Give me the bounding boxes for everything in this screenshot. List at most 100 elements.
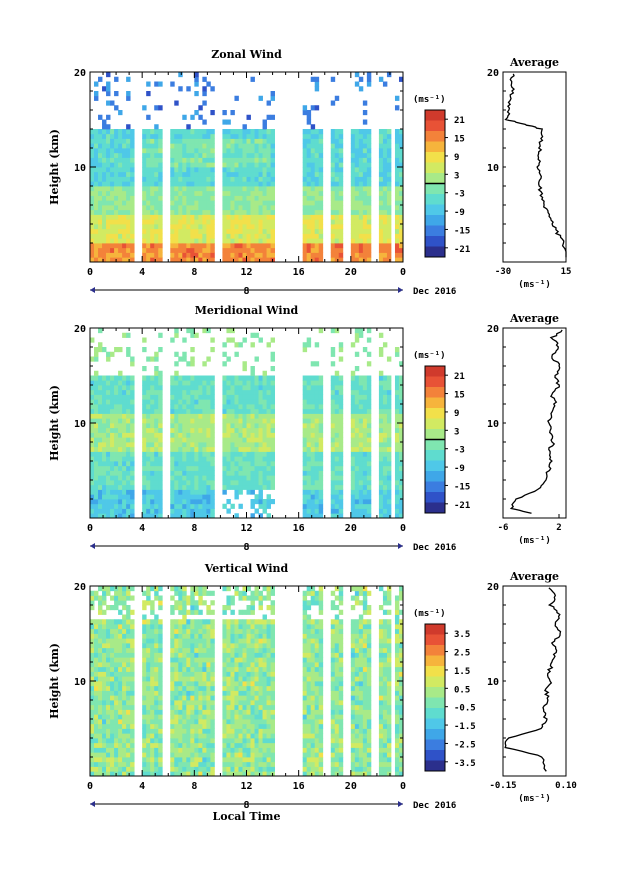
heatmap-cell bbox=[110, 152, 115, 158]
heatmap-cell bbox=[202, 427, 207, 433]
heatmap-cell bbox=[130, 719, 135, 725]
heatmap-cell bbox=[206, 666, 211, 672]
heatmap-cell bbox=[230, 404, 235, 410]
heatmap-cell bbox=[210, 513, 215, 519]
heatmap-cell bbox=[90, 389, 95, 395]
heatmap-cell bbox=[186, 704, 191, 710]
heatmap-cell bbox=[238, 394, 243, 400]
heatmap-cell bbox=[306, 219, 312, 225]
heatmap-cell bbox=[262, 119, 267, 125]
heatmap-cell bbox=[178, 714, 183, 720]
heatmap-cell bbox=[262, 423, 267, 429]
heatmap-cell bbox=[186, 404, 191, 410]
heatmap-cell bbox=[254, 133, 259, 139]
heatmap-cell bbox=[242, 437, 247, 443]
heatmap-cell bbox=[90, 643, 95, 649]
heatmap-cell bbox=[94, 394, 99, 400]
heatmap-cell bbox=[306, 176, 312, 182]
heatmap-cell bbox=[154, 200, 159, 206]
heatmap-cell bbox=[114, 451, 119, 457]
heatmap-cell bbox=[198, 138, 203, 144]
heatmap-cell bbox=[94, 451, 99, 457]
heatmap-cell bbox=[318, 138, 324, 144]
y-tick-label: 10 bbox=[74, 419, 86, 430]
heatmap-cell bbox=[122, 442, 127, 448]
heatmap-cell bbox=[362, 100, 368, 106]
heatmap-cell bbox=[182, 586, 187, 592]
heatmap-cell bbox=[314, 513, 320, 519]
heatmap-cell bbox=[170, 143, 175, 149]
heatmap-cell bbox=[126, 676, 131, 682]
heatmap-cell bbox=[186, 508, 191, 514]
heatmap-cell bbox=[206, 738, 211, 744]
heatmap-cell bbox=[122, 771, 127, 777]
heatmap-cell bbox=[234, 451, 239, 457]
heatmap-cell bbox=[102, 723, 107, 729]
heatmap-cell bbox=[122, 437, 127, 443]
heatmap-cell bbox=[222, 214, 227, 220]
heatmap-cell bbox=[386, 200, 392, 206]
heatmap-cell bbox=[366, 499, 372, 505]
heatmap-cell bbox=[102, 475, 107, 481]
heatmap-cell bbox=[302, 176, 308, 182]
heatmap-cell bbox=[170, 475, 175, 481]
heatmap-cell bbox=[226, 480, 231, 486]
heatmap-cell bbox=[210, 228, 215, 234]
heatmap-cell bbox=[366, 503, 372, 509]
heatmap-cell bbox=[158, 624, 163, 630]
heatmap-cell bbox=[154, 671, 159, 677]
heatmap-cell bbox=[90, 499, 95, 505]
heatmap-cell bbox=[94, 162, 99, 168]
heatmap-cell bbox=[378, 389, 384, 395]
heatmap-cell bbox=[98, 214, 103, 220]
heatmap-cell bbox=[110, 247, 115, 253]
heatmap-cell bbox=[94, 590, 99, 596]
heatmap-cell bbox=[146, 619, 151, 625]
heatmap-cell bbox=[170, 742, 175, 748]
heatmap-cell bbox=[330, 385, 336, 391]
heatmap-cell bbox=[194, 475, 199, 481]
heatmap-cell bbox=[174, 247, 179, 253]
heatmap-cell bbox=[170, 480, 175, 486]
heatmap-cell bbox=[210, 484, 215, 490]
heatmap-cell bbox=[114, 143, 119, 149]
heatmap-cell bbox=[266, 238, 271, 244]
heatmap-cell bbox=[238, 133, 243, 139]
heatmap-cell bbox=[230, 167, 235, 173]
heatmap-cell bbox=[230, 148, 235, 154]
heatmap-cell bbox=[150, 695, 155, 701]
heatmap-cell bbox=[334, 95, 340, 101]
heatmap-cell bbox=[378, 186, 384, 192]
heatmap-cell bbox=[170, 432, 175, 438]
heatmap-cell bbox=[110, 638, 115, 644]
heatmap-cell bbox=[90, 238, 95, 244]
heatmap-cell bbox=[122, 757, 127, 763]
heatmap-cell bbox=[102, 666, 107, 672]
heatmap-cell bbox=[170, 647, 175, 653]
heatmap-cell bbox=[154, 351, 159, 357]
heatmap-cell bbox=[182, 513, 187, 519]
heatmap-cell bbox=[194, 133, 199, 139]
heatmap-cell bbox=[234, 219, 239, 225]
heatmap-cell bbox=[118, 446, 123, 452]
heatmap-cell bbox=[262, 171, 267, 177]
heatmap-cell bbox=[226, 356, 231, 362]
heatmap-cell bbox=[238, 738, 243, 744]
heatmap-cell bbox=[154, 195, 159, 201]
heatmap-cell bbox=[310, 243, 316, 249]
heatmap-cell bbox=[186, 133, 191, 139]
heatmap-cell bbox=[210, 394, 215, 400]
heatmap-cell bbox=[150, 619, 155, 625]
heatmap-cell bbox=[210, 771, 215, 777]
heatmap-cell bbox=[226, 399, 231, 405]
heatmap-cell bbox=[118, 133, 123, 139]
heatmap-cell bbox=[246, 423, 251, 429]
heatmap-cell bbox=[130, 690, 135, 696]
heatmap-cell bbox=[102, 619, 107, 625]
heatmap-cell bbox=[114, 347, 119, 353]
heatmap-cell bbox=[142, 190, 147, 196]
heatmap-cell bbox=[246, 480, 251, 486]
heatmap-cell bbox=[350, 157, 356, 163]
heatmap-cell bbox=[190, 475, 195, 481]
heatmap-cell bbox=[126, 219, 131, 225]
